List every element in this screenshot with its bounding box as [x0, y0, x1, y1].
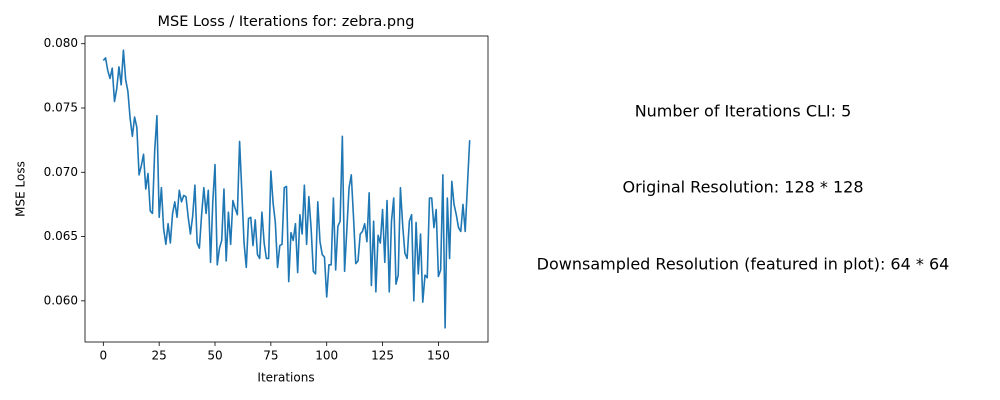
annotation: Downsampled Resolution (featured in plot… — [537, 255, 950, 274]
x-tick-label: 25 — [152, 349, 167, 363]
x-axis-label: Iterations — [257, 371, 314, 385]
annotation: Original Resolution: 128 * 128 — [622, 178, 863, 197]
y-tick-label: 0.075 — [44, 101, 78, 115]
y-tick-label: 0.070 — [44, 165, 78, 179]
x-tick-label: 100 — [315, 349, 338, 363]
x-tick-label: 125 — [371, 349, 394, 363]
y-tick-label: 0.065 — [44, 229, 78, 243]
series-line — [102, 49, 471, 329]
x-tick-label: 50 — [207, 349, 222, 363]
y-tick-label: 0.080 — [44, 36, 78, 50]
x-tick-label: 150 — [427, 349, 450, 363]
annotation: Number of Iterations CLI: 5 — [635, 102, 852, 121]
x-tick-label: 0 — [99, 349, 107, 363]
x-tick-label: 75 — [263, 349, 278, 363]
chart-title: MSE Loss / Iterations for: zebra.png — [157, 14, 414, 30]
y-axis-label: MSE Loss — [14, 161, 28, 217]
y-tick-label: 0.060 — [44, 293, 78, 307]
plot-frame — [84, 35, 489, 343]
